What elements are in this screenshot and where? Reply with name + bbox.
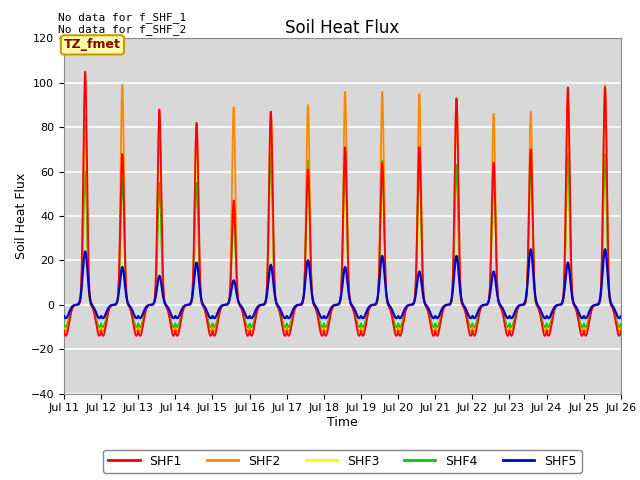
Y-axis label: Soil Heat Flux: Soil Heat Flux <box>15 173 28 259</box>
Text: No data for f_SHF_2: No data for f_SHF_2 <box>58 24 186 35</box>
Text: No data for f_SHF_1: No data for f_SHF_1 <box>58 12 186 23</box>
Text: TZ_fmet: TZ_fmet <box>64 38 121 51</box>
Title: Soil Heat Flux: Soil Heat Flux <box>285 19 399 37</box>
Legend: SHF1, SHF2, SHF3, SHF4, SHF5: SHF1, SHF2, SHF3, SHF4, SHF5 <box>103 450 582 473</box>
X-axis label: Time: Time <box>327 416 358 429</box>
